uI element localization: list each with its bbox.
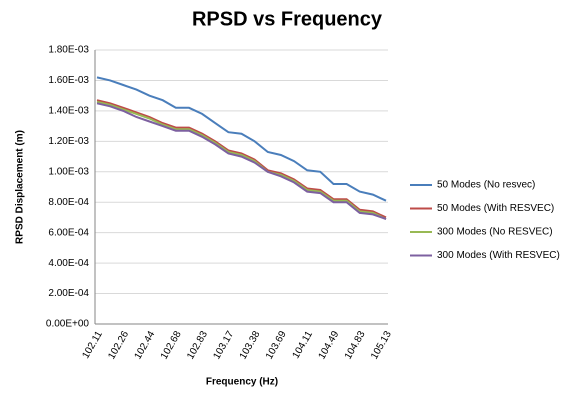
x-tick-label: 103.17 <box>211 329 236 361</box>
legend-label: 50 Modes (No resvec) <box>437 180 535 191</box>
y-tick-label: 1.00E-03 <box>48 166 89 177</box>
chart-title: RPSD vs Frequency <box>192 8 383 30</box>
x-tick-label: 103.38 <box>238 329 263 361</box>
legend-label: 300 Modes (With RESVEC) <box>437 250 560 261</box>
y-tick-label: 8.00E-04 <box>48 197 89 208</box>
series-line <box>96 102 387 220</box>
series-line <box>96 100 387 220</box>
y-tick-label: 0.00E+00 <box>46 319 90 330</box>
y-tick-label: 1.60E-03 <box>48 75 89 86</box>
x-axis-label: Frequency (Hz) <box>206 377 278 388</box>
x-tick-label: 104.83 <box>343 329 368 361</box>
x-tick-label: 102.68 <box>159 329 184 361</box>
x-tick-label: 102.44 <box>133 329 158 361</box>
y-axis-label: RPSD Displacement (m) <box>15 130 26 244</box>
series-line <box>96 99 387 219</box>
x-tick-label: 102.26 <box>106 329 131 361</box>
y-tick-label: 6.00E-04 <box>48 227 89 238</box>
series-line <box>96 76 387 202</box>
y-tick-label: 4.00E-04 <box>48 258 89 269</box>
x-tick-label: 102.11 <box>80 329 105 361</box>
y-tick-label: 1.20E-03 <box>48 136 89 147</box>
x-tick-label: 103.69 <box>264 329 289 361</box>
x-tick-label: 104.49 <box>317 329 342 361</box>
y-tick-label: 2.00E-04 <box>48 288 89 299</box>
legend-label: 50 Modes (With RESVEC) <box>437 203 554 214</box>
y-tick-label: 1.40E-03 <box>48 106 89 117</box>
x-tick-label: 105.13 <box>369 329 394 361</box>
legend-label: 300 Modes (No RESVEC) <box>437 227 553 238</box>
y-tick-label: 1.80E-03 <box>48 45 89 56</box>
x-tick-label: 104.11 <box>291 329 316 361</box>
x-tick-label: 102.83 <box>185 329 210 361</box>
